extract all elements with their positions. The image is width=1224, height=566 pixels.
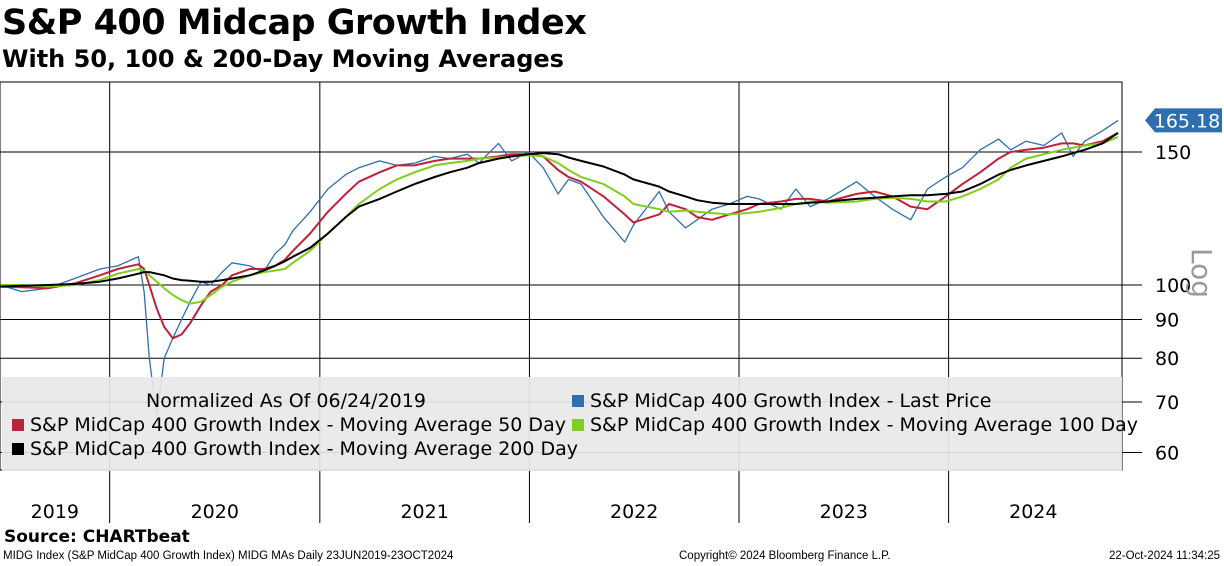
last-value-label: 165.18 xyxy=(1154,110,1220,132)
legend-swatch-ma100 xyxy=(572,419,584,431)
series-line-3 xyxy=(0,132,1119,288)
legend-swatch-ma50 xyxy=(12,419,24,431)
x-tick-label: 2019 xyxy=(31,501,79,523)
y-tick-label: 60 xyxy=(1155,443,1179,465)
legend-item-ma200: S&P MidCap 400 Growth Index - Moving Ave… xyxy=(12,438,578,460)
x-tick-label: 2023 xyxy=(820,501,868,523)
footer-ticker-info: MIDG Index (S&P MidCap 400 Growth Index)… xyxy=(3,550,454,562)
legend-label-last-price: S&P MidCap 400 Growth Index - Last Price xyxy=(590,390,992,412)
series-layer xyxy=(0,119,1119,418)
x-tick-label: 2024 xyxy=(1009,501,1057,523)
y-tick-label: 90 xyxy=(1155,310,1179,332)
footer-timestamp: 22-Oct-2024 11:34:25 xyxy=(1108,550,1220,562)
legend: Normalized As Of 06/24/2019 S&P MidCap 4… xyxy=(2,377,1138,471)
x-tick-label: 2020 xyxy=(191,501,239,523)
legend-swatch-ma200 xyxy=(12,443,24,455)
y-tick-label: 70 xyxy=(1155,392,1179,414)
legend-item-ma100: S&P MidCap 400 Growth Index - Moving Ave… xyxy=(572,414,1138,436)
footer-copyright: Copyright© 2024 Bloomberg Finance L.P. xyxy=(679,550,891,562)
legend-item-ma50: S&P MidCap 400 Growth Index - Moving Ave… xyxy=(12,414,566,436)
legend-item-last-price: S&P MidCap 400 Growth Index - Last Price xyxy=(572,390,991,412)
y-tick-label: 80 xyxy=(1155,348,1179,370)
legend-label-ma100: S&P MidCap 400 Growth Index - Moving Ave… xyxy=(590,414,1139,436)
x-tick-label: 2021 xyxy=(400,501,448,523)
series-line-2 xyxy=(0,136,1119,305)
series-line-0 xyxy=(0,119,1119,418)
log-scale-label: Log xyxy=(1185,248,1218,298)
chart-subtitle: With 50, 100 & 200-Day Moving Averages xyxy=(2,45,564,73)
last-value-tag: 165.18 xyxy=(1145,108,1222,132)
chart-title: S&P 400 Midcap Growth Index xyxy=(2,3,587,43)
y-tick-label: 150 xyxy=(1155,142,1191,164)
source-note: Source: CHARTbeat xyxy=(4,527,190,547)
x-tick-label: 2022 xyxy=(610,501,658,523)
legend-label-ma50: S&P MidCap 400 Growth Index - Moving Ave… xyxy=(30,414,566,436)
legend-label-ma200: S&P MidCap 400 Growth Index - Moving Ave… xyxy=(30,438,579,460)
legend-swatch-last-price xyxy=(572,395,584,407)
last-value-tag-shape xyxy=(1145,108,1222,133)
y-tick-label: 100 xyxy=(1155,275,1191,297)
normalization-note: Normalized As Of 06/24/2019 xyxy=(146,390,426,412)
